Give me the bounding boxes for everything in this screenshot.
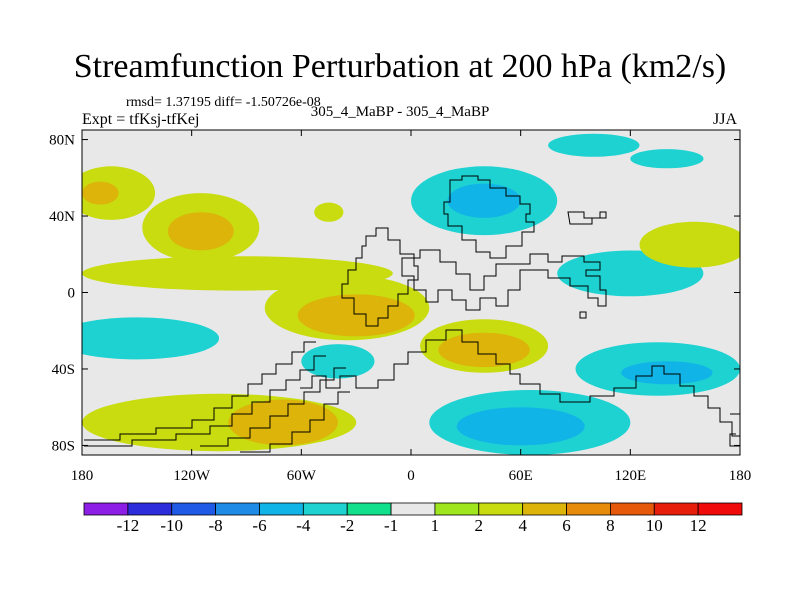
coastline-antarctic-stairs-1 [84, 341, 316, 441]
contour-region-12 [228, 399, 338, 446]
coastline-europe-africa [341, 227, 419, 327]
colorbar-swatch-11 [566, 502, 611, 516]
contour-region-21 [621, 361, 713, 385]
y-tick-label-0: 80N [49, 133, 75, 149]
x-tick-label-5: 120E [614, 468, 646, 484]
colorbar-label-12: 10 [646, 516, 663, 535]
colorbar-swatch-6 [346, 502, 392, 516]
colorbar-swatch-0 [83, 502, 129, 516]
x-tick-label-6: 180 [729, 468, 752, 484]
contour-region-22 [639, 221, 740, 268]
colorbar-label-11: 8 [606, 516, 615, 535]
y-tick-label-2: 0 [68, 286, 76, 302]
season-label: JJA [713, 111, 738, 128]
colorbar-label-0: -12 [117, 516, 140, 535]
colorbar-swatch-5 [302, 502, 348, 516]
colorbar-label-9: 4 [518, 516, 527, 535]
coastline-antarctic-stairs-2 [84, 355, 326, 447]
coastline-greenland [443, 175, 535, 259]
rmsd-stats: rmsd= 1.37195 diff= -1.50726e-08 [126, 95, 321, 110]
coastline-antarctic-peninsula [240, 391, 350, 453]
colorbar-swatch-13 [653, 502, 699, 516]
y-tick-label-3: 40S [52, 362, 75, 378]
colorbar-label-8: 2 [475, 516, 484, 535]
contour-region-5 [82, 317, 220, 360]
colorbar-label-6: -1 [384, 516, 398, 535]
y-tick-label-4: 80S [52, 438, 75, 454]
experiment-subtitle: 305_4_MaBP - 305_4_MaBP [310, 104, 490, 120]
contour-region-7 [297, 294, 415, 337]
contour-region-1 [82, 181, 119, 205]
coastline-madagascar [579, 311, 587, 319]
coastline-asia [401, 249, 607, 311]
y-tick-label-1: 40N [49, 209, 75, 225]
colorbar-label-5: -2 [340, 516, 354, 535]
colorbar-label-13: 12 [690, 516, 707, 535]
colorbar-swatch-1 [127, 502, 173, 516]
contour-region-10 [301, 344, 375, 379]
colorbar-swatch-12 [610, 502, 655, 516]
colorbar-swatch-7 [390, 502, 436, 516]
contour-region-18 [630, 149, 704, 169]
coastline-east-edge [729, 413, 740, 447]
coastline-arctic-islands [567, 211, 607, 225]
contour-region-14 [456, 407, 585, 446]
x-tick-label-0: 180 [71, 468, 94, 484]
contour-region-23 [314, 202, 344, 222]
x-tick-label-2: 60W [287, 468, 317, 484]
colorbar-label-10: 6 [562, 516, 571, 535]
x-tick-label-1: 120W [173, 468, 211, 484]
colorbar-label-1: -10 [160, 516, 183, 535]
colorbar-label-2: -8 [209, 516, 223, 535]
experiment-label: Expt = tfKsj-tfKej [82, 111, 200, 128]
contour-region-17 [548, 133, 640, 157]
colorbar-swatch-14 [697, 502, 743, 516]
x-tick-label-4: 60E [509, 468, 533, 484]
contour-region-9 [438, 332, 530, 368]
colorbar-swatch-2 [171, 502, 216, 516]
coastline-southern-rim [300, 329, 740, 437]
colorbar-label-7: 1 [431, 516, 440, 535]
colorbar-label-4: -4 [296, 516, 311, 535]
contour-region-3 [167, 212, 234, 251]
colorbar-label-3: -6 [252, 516, 266, 535]
contour-region-16 [447, 183, 521, 218]
colorbar-swatch-10 [522, 502, 567, 516]
x-tick-label-3: 0 [407, 468, 415, 484]
colorbar-swatch-8 [434, 502, 480, 516]
coastline-antarctic-stairs-3 [200, 367, 346, 447]
colorbar-swatch-4 [259, 502, 304, 516]
chart-title: Streamfunction Perturbation at 200 hPa (… [73, 48, 727, 85]
colorbar-swatch-9 [478, 502, 524, 516]
colorbar-swatch-3 [215, 502, 260, 516]
